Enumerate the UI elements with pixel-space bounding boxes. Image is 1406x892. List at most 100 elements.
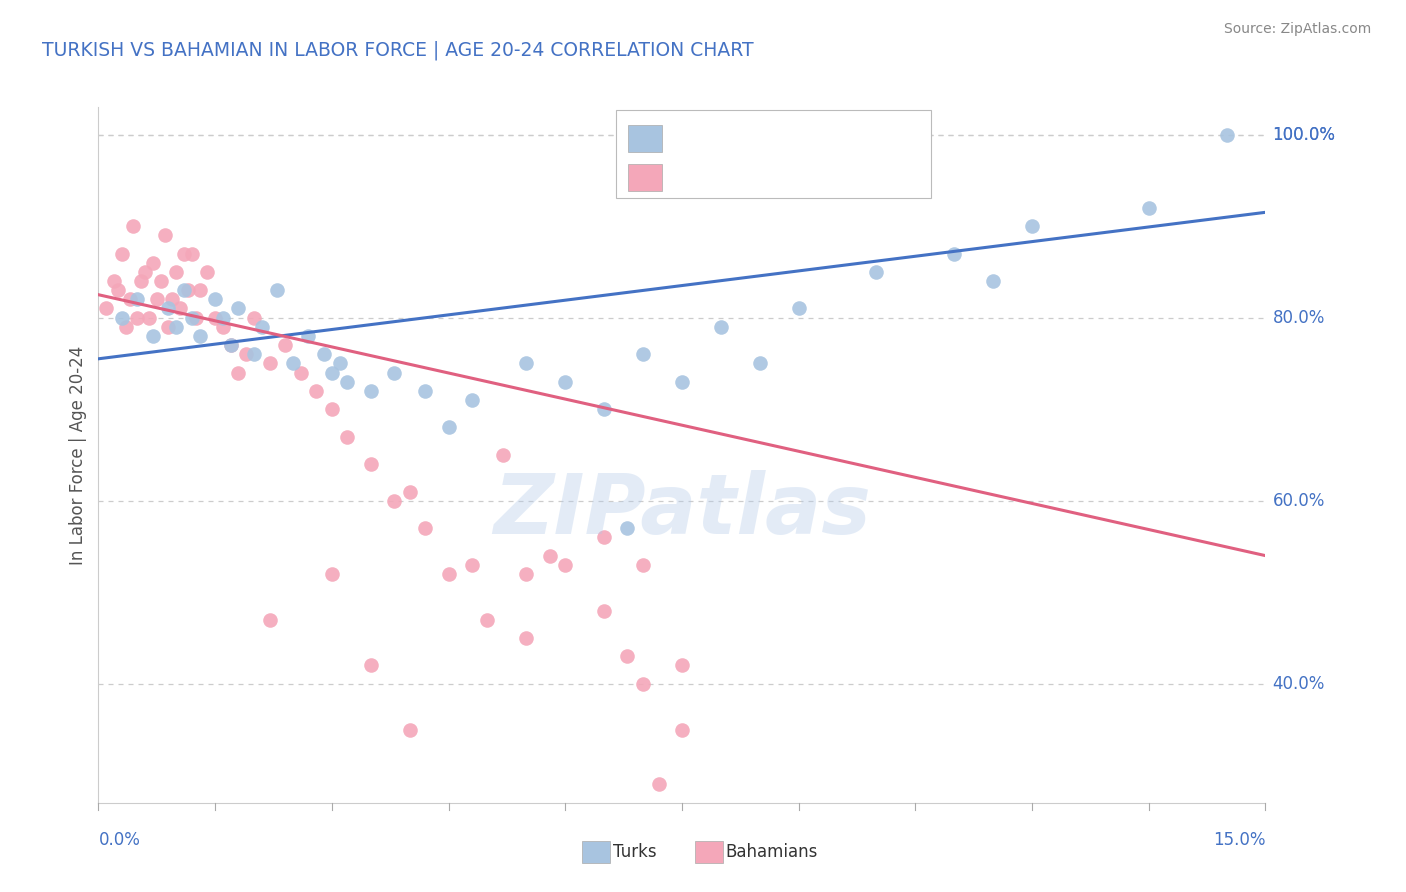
- Point: [212, 310, 235, 325]
- Point: [492, 448, 515, 462]
- Point: [228, 301, 250, 316]
- Point: [173, 246, 195, 260]
- Point: [219, 338, 242, 352]
- Point: [336, 429, 359, 443]
- Point: [184, 310, 207, 325]
- Point: [250, 319, 273, 334]
- Point: [173, 283, 195, 297]
- Text: 15.0%: 15.0%: [1213, 831, 1265, 849]
- Point: [515, 631, 537, 645]
- Point: [515, 566, 537, 581]
- Point: [297, 329, 319, 343]
- Point: [162, 293, 184, 307]
- Point: [129, 274, 152, 288]
- Point: [865, 265, 887, 279]
- Point: [138, 310, 160, 325]
- Point: [107, 283, 129, 297]
- Point: [219, 338, 242, 352]
- Point: [461, 392, 484, 407]
- Point: [96, 301, 118, 316]
- Point: [118, 293, 141, 307]
- Point: [153, 228, 176, 243]
- Point: [321, 402, 343, 417]
- Point: [180, 310, 202, 325]
- Point: [321, 366, 343, 380]
- Point: [413, 521, 436, 535]
- Point: [204, 293, 226, 307]
- Point: [943, 246, 966, 260]
- Point: [127, 310, 149, 325]
- Point: [103, 274, 125, 288]
- Point: [616, 521, 638, 535]
- Point: [142, 329, 165, 343]
- Point: [413, 384, 436, 398]
- Point: [281, 356, 304, 370]
- Point: [195, 265, 218, 279]
- Point: [616, 649, 638, 664]
- Point: [671, 723, 693, 737]
- Point: [243, 347, 266, 361]
- Point: [212, 319, 235, 334]
- Text: ZIPatlas: ZIPatlas: [494, 470, 870, 551]
- Point: [631, 347, 654, 361]
- Text: Source: ZipAtlas.com: Source: ZipAtlas.com: [1223, 22, 1371, 37]
- Point: [259, 613, 281, 627]
- Point: [157, 319, 180, 334]
- Point: [165, 319, 187, 334]
- Point: [671, 375, 693, 389]
- Text: Bahamians: Bahamians: [725, 843, 818, 861]
- Point: [204, 310, 226, 325]
- Point: [437, 420, 460, 434]
- Point: [149, 274, 172, 288]
- Point: [981, 274, 1004, 288]
- Text: 80.0%: 80.0%: [1272, 309, 1324, 326]
- Point: [360, 658, 382, 673]
- Point: [461, 558, 484, 572]
- Point: [142, 255, 165, 269]
- Point: [336, 375, 359, 389]
- Text: R =  0.329    N = 41: R = 0.329 N = 41: [669, 129, 837, 147]
- Point: [188, 329, 211, 343]
- Text: 0.0%: 0.0%: [98, 831, 141, 849]
- Point: [710, 319, 733, 334]
- Text: 100.0%: 100.0%: [1272, 126, 1336, 144]
- Point: [382, 366, 405, 380]
- Point: [382, 493, 405, 508]
- Text: 40.0%: 40.0%: [1272, 674, 1324, 693]
- Text: 60.0%: 60.0%: [1272, 491, 1324, 509]
- Point: [114, 319, 136, 334]
- Point: [146, 293, 169, 307]
- Text: R = -0.263    N = 61: R = -0.263 N = 61: [669, 169, 838, 186]
- Point: [554, 375, 576, 389]
- Point: [787, 301, 810, 316]
- Point: [671, 658, 693, 673]
- Point: [180, 246, 202, 260]
- Text: 100.0%: 100.0%: [1272, 126, 1336, 144]
- Point: [188, 283, 211, 297]
- Text: Turks: Turks: [613, 843, 657, 861]
- Point: [398, 484, 420, 499]
- Point: [748, 356, 770, 370]
- Point: [631, 558, 654, 572]
- Point: [593, 530, 616, 544]
- Point: [111, 310, 134, 325]
- Point: [111, 246, 134, 260]
- Point: [321, 566, 343, 581]
- Point: [329, 356, 352, 370]
- Point: [177, 283, 200, 297]
- Point: [631, 677, 654, 691]
- Point: [312, 347, 335, 361]
- Point: [538, 549, 561, 563]
- Point: [1137, 201, 1160, 215]
- Point: [593, 402, 616, 417]
- Point: [157, 301, 180, 316]
- Point: [360, 457, 382, 471]
- Text: TURKISH VS BAHAMIAN IN LABOR FORCE | AGE 20-24 CORRELATION CHART: TURKISH VS BAHAMIAN IN LABOR FORCE | AGE…: [42, 40, 754, 60]
- Y-axis label: In Labor Force | Age 20-24: In Labor Force | Age 20-24: [69, 345, 87, 565]
- Point: [127, 293, 149, 307]
- Point: [134, 265, 156, 279]
- Point: [477, 613, 499, 627]
- Point: [243, 310, 266, 325]
- Point: [228, 366, 250, 380]
- Point: [398, 723, 420, 737]
